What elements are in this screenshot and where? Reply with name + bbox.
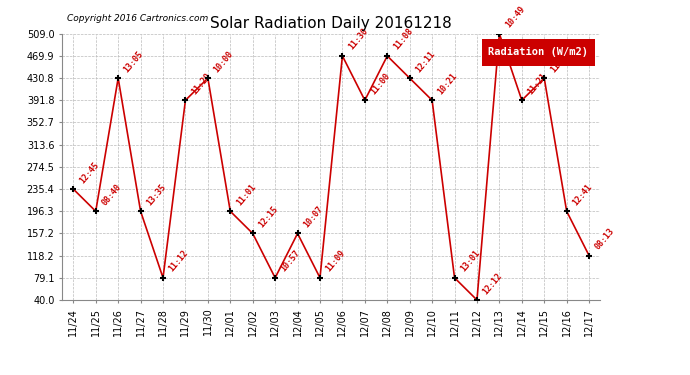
Text: 10:49: 10:49 [504,4,526,30]
Text: 11:29: 11:29 [190,71,213,96]
Text: 11:28: 11:28 [549,49,571,74]
Text: Copyright 2016 Cartronics.com: Copyright 2016 Cartronics.com [68,14,209,23]
Text: 12:41: 12:41 [571,182,594,207]
Text: 11:12: 11:12 [167,249,190,274]
Text: 12:45: 12:45 [77,160,101,185]
Text: 10:00: 10:00 [212,49,235,74]
Title: Solar Radiation Daily 20161218: Solar Radiation Daily 20161218 [210,16,452,31]
Text: 08:40: 08:40 [100,182,123,207]
Text: 13:35: 13:35 [145,182,168,207]
Text: 10:21: 10:21 [436,71,460,96]
Text: 13:01: 13:01 [459,249,482,274]
Text: 11:30: 11:30 [346,27,370,52]
Text: 12:11: 12:11 [414,49,437,74]
Text: 11:01: 11:01 [235,182,257,207]
Text: 11:00: 11:00 [369,71,392,96]
Text: 10:07: 10:07 [302,204,325,229]
Text: 08:13: 08:13 [593,226,616,252]
Text: 11:09: 11:09 [324,249,347,274]
Text: 13:05: 13:05 [122,49,146,74]
Text: 11:21: 11:21 [526,71,549,96]
Text: 12:15: 12:15 [257,204,280,229]
Text: 10:57: 10:57 [279,249,302,274]
Text: 12:12: 12:12 [481,271,504,296]
Text: 11:08: 11:08 [391,27,415,52]
